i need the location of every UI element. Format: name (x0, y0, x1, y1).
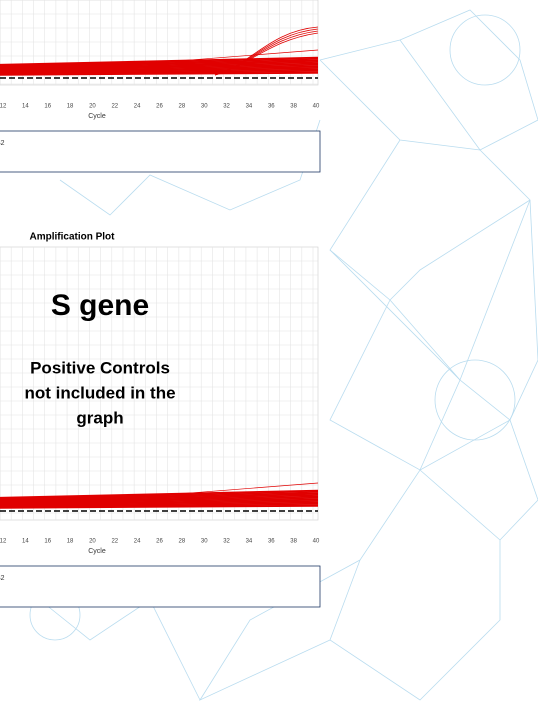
x-tick-label: 20 (89, 539, 96, 545)
annotation-line: graph (76, 408, 123, 427)
x-tick-label: 22 (111, 539, 118, 545)
x-tick-label: 18 (67, 104, 74, 110)
x-tick-label: 14 (22, 539, 29, 545)
x-axis-label: Cycle (88, 548, 106, 555)
x-tick-label: 40 (313, 104, 320, 110)
legend-box (0, 131, 320, 172)
x-tick-label: 26 (156, 104, 163, 110)
x-tick-label: 36 (268, 104, 275, 110)
x-tick-label: 16 (44, 104, 51, 110)
legend-box (0, 566, 320, 607)
amplification-plot: Amplification Plot 12 14 16 18 20 22 24 26 28 30 3… (0, 232, 320, 607)
x-tick-label: 16 (44, 539, 51, 545)
page: 12 14 16 18 20 22 24 26 28 30 32 34 36 38 40 Cycle S2 Am… (0, 0, 538, 712)
legend-text: S2 (0, 140, 5, 147)
x-tick-label: 34 (246, 539, 253, 545)
annotation-line: Positive Controls (30, 358, 170, 377)
x-tick-label: 24 (134, 539, 141, 545)
x-tick-label: 12 (0, 539, 7, 545)
x-tick-label: 24 (134, 104, 141, 110)
x-axis-label: Cycle (88, 113, 106, 120)
x-tick-label: 14 (22, 104, 29, 110)
legend-text: S2 (0, 575, 5, 582)
plot-title: Amplification Plot (30, 232, 116, 243)
x-tick-label: 12 (0, 104, 7, 110)
annotation-line: not included in the (24, 383, 175, 402)
amplification-plot: 12 14 16 18 20 22 24 26 28 30 32 34 36 38 40 Cycle S2 (0, 0, 320, 172)
x-tick-label: 34 (246, 104, 253, 110)
x-tick-label: 28 (179, 104, 186, 110)
x-tick-label: 20 (89, 104, 96, 110)
x-tick-label: 32 (223, 539, 230, 545)
annotation-heading: S gene (51, 289, 149, 322)
x-tick-label: 30 (201, 104, 208, 110)
x-tick-label: 18 (67, 539, 74, 545)
x-tick-label: 38 (290, 539, 297, 545)
x-tick-label: 30 (201, 539, 208, 545)
x-tick-label: 38 (290, 104, 297, 110)
x-tick-label: 32 (223, 104, 230, 110)
x-tick-label: 22 (111, 104, 118, 110)
x-tick-label: 26 (156, 539, 163, 545)
x-tick-label: 40 (313, 539, 320, 545)
slide: 12 14 16 18 20 22 24 26 28 30 32 34 36 38 40 Cycle S2 Am… (0, 0, 538, 712)
x-tick-label: 36 (268, 539, 275, 545)
x-tick-label: 28 (179, 539, 186, 545)
